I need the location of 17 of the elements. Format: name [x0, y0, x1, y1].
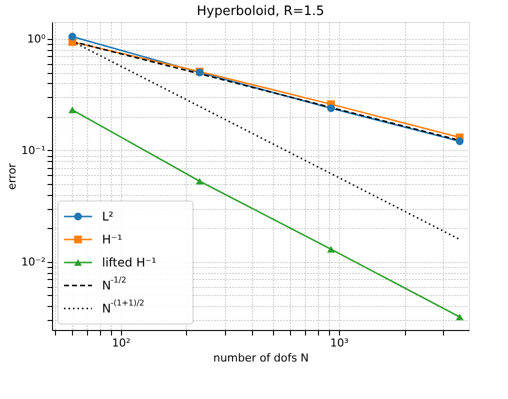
point	[68, 32, 76, 40]
point	[456, 137, 464, 146]
point	[456, 314, 464, 320]
x-tick-label: 10³	[330, 336, 349, 350]
chart-title: Hyperboloid, R=1.5	[196, 4, 324, 19]
x-tick-label: 10²	[112, 336, 130, 350]
point	[327, 246, 335, 253]
y-tick-label: 10⁻²	[21, 255, 46, 268]
legend-label: H⁻¹	[102, 232, 122, 246]
y-tick-label: 10⁰	[27, 32, 46, 46]
point	[327, 104, 335, 112]
x-axis-title: number of dofs N	[213, 352, 309, 364]
legend-label: L²	[102, 210, 114, 224]
y-axis-title: error	[5, 162, 18, 190]
y-tick-label: 10⁻¹	[21, 144, 46, 157]
legend-label: lifted H⁻¹	[102, 256, 157, 270]
point	[68, 106, 76, 114]
